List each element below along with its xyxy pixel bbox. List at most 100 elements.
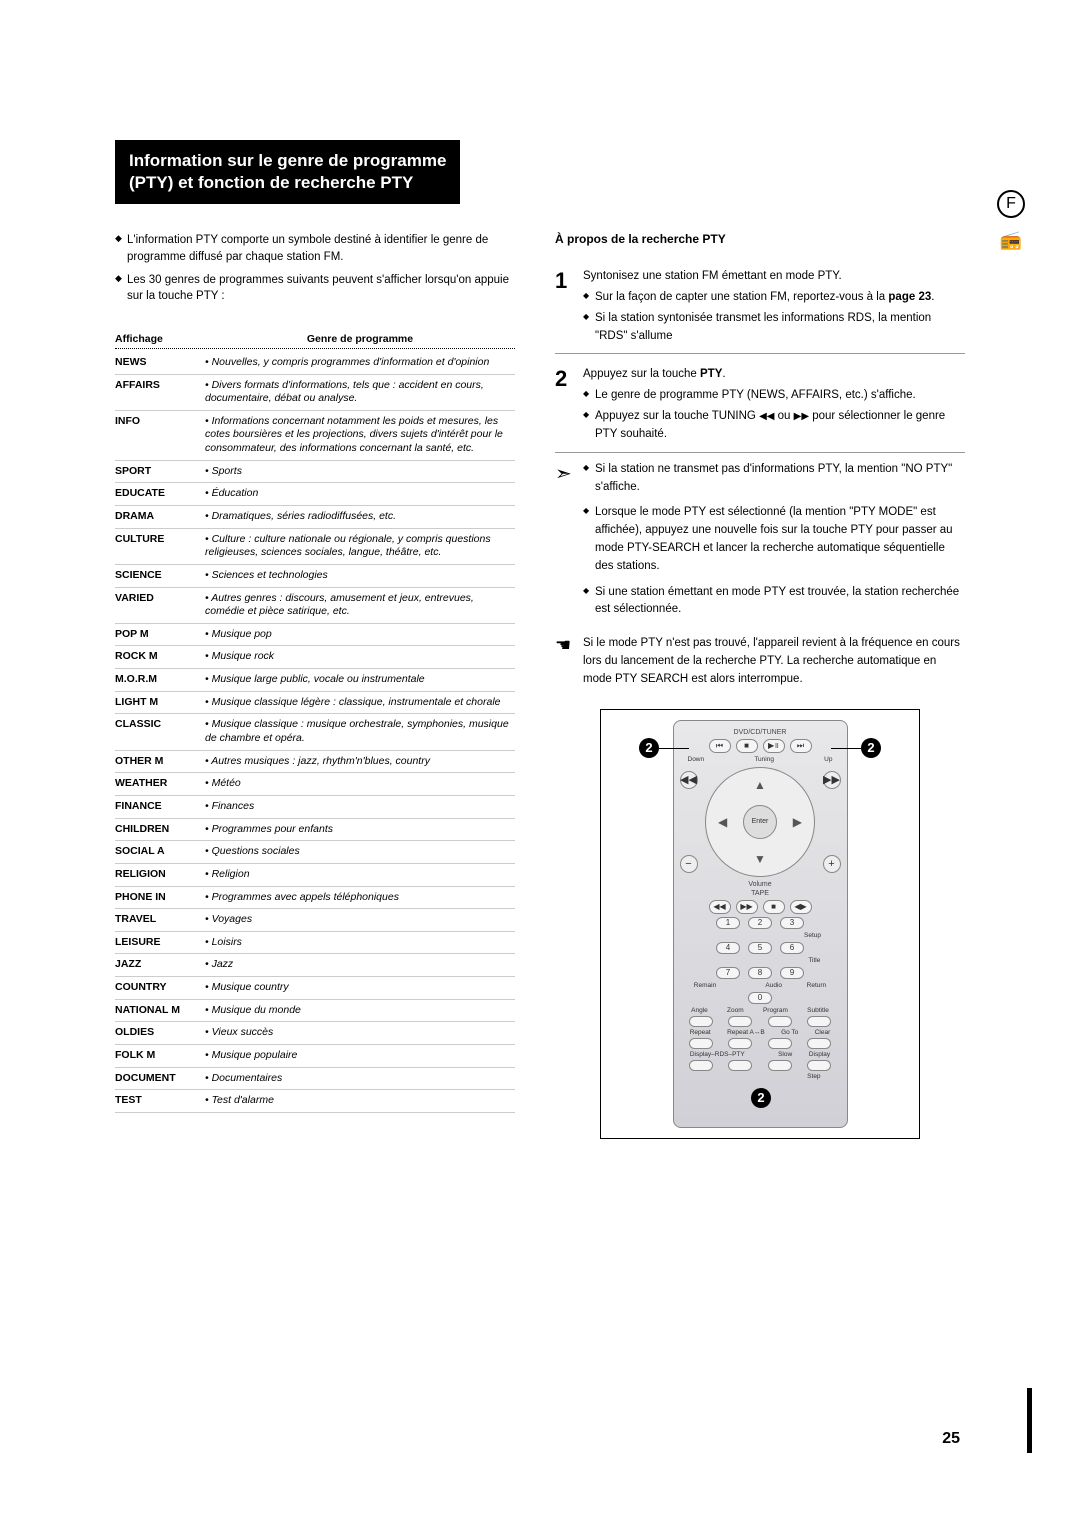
pty-table: Affichage Genre de programme NEWS• Nouve…	[115, 333, 515, 1113]
label-repeat: Repeat	[690, 1029, 711, 1036]
dpad-up[interactable]: ▲	[754, 778, 766, 792]
label-program: Program	[763, 1007, 788, 1014]
table-row: WEATHER• Météo	[115, 773, 515, 796]
table-row: LIGHT M• Musique classique légère : clas…	[115, 692, 515, 715]
dpad-left[interactable]: ◀	[718, 815, 727, 829]
table-cell-label: FOLK M	[115, 1049, 205, 1063]
table-cell-label: OLDIES	[115, 1026, 205, 1040]
clear-button[interactable]	[807, 1016, 831, 1027]
num-3-button[interactable]: 3	[780, 917, 804, 929]
table-cell-desc: • Documentaires	[205, 1072, 515, 1086]
table-cell-label: JAZZ	[115, 958, 205, 972]
table-cell-label: PHONE IN	[115, 891, 205, 905]
table-row: CULTURE• Culture : culture nationale ou …	[115, 529, 515, 565]
rewind-button[interactable]: ◀◀	[680, 771, 698, 789]
num-2-button[interactable]: 2	[748, 917, 772, 929]
label-zoom: Zoom	[727, 1007, 744, 1014]
enter-button[interactable]: Enter	[743, 805, 777, 839]
table-cell-label: SPORT	[115, 465, 205, 479]
num-8-button[interactable]: 8	[748, 967, 772, 979]
note-item: Si une station émettant en mode PTY est …	[583, 584, 965, 620]
zoom-button[interactable]	[728, 1016, 752, 1027]
dpad-right[interactable]: ▶	[793, 815, 802, 829]
table-cell-desc: • Religion	[205, 868, 515, 882]
table-cell-desc: • Musique du monde	[205, 1004, 515, 1018]
table-cell-desc: • Musique country	[205, 981, 515, 995]
repeat-button[interactable]	[689, 1038, 713, 1049]
tape-stop-button[interactable]: ■	[763, 900, 785, 914]
num-1-button[interactable]: 1	[716, 917, 740, 929]
note-item: Si la station ne transmet pas d'informat…	[583, 461, 965, 497]
edge-marker	[1027, 1388, 1032, 1453]
tape-forward-button[interactable]: ▶▶	[736, 900, 758, 914]
table-cell-label: OTHER M	[115, 755, 205, 769]
label-step: Step	[807, 1073, 820, 1080]
table-cell-desc: • Informations concernant notamment les …	[205, 415, 515, 456]
table-cell-desc: • Test d'alarme	[205, 1094, 515, 1108]
table-cell-label: RELIGION	[115, 868, 205, 882]
pty-button[interactable]	[728, 1060, 752, 1071]
right-subheading: À propos de la recherche PTY	[555, 232, 965, 246]
step-main: Appuyez sur la touche PTY.	[583, 366, 965, 384]
note-block: ➣ Si la station ne transmet pas d'inform…	[555, 461, 965, 628]
pointer-block: ☚ Si le mode PTY n'est pas trouvé, l'app…	[555, 635, 965, 688]
step-button[interactable]	[807, 1060, 831, 1071]
num-9-button[interactable]: 9	[780, 967, 804, 979]
label-title: Title	[808, 957, 820, 964]
pointer-icon: ☚	[555, 635, 583, 688]
forward-button[interactable]: ▶▶	[823, 771, 841, 789]
slow-button[interactable]	[768, 1060, 792, 1071]
table-cell-label: INFO	[115, 415, 205, 456]
label-repeat-ab: Repeat A↔B	[727, 1029, 765, 1036]
prev-track-button[interactable]: ⏮	[709, 739, 731, 753]
tape-play-button[interactable]: ◀▶	[790, 900, 812, 914]
remote-label-volume: Volume	[682, 881, 839, 888]
table-cell-label: AFFAIRS	[115, 379, 205, 406]
table-cell-desc: • Sciences et technologies	[205, 569, 515, 583]
label-display: Display	[809, 1051, 830, 1058]
num-0-button[interactable]: 0	[748, 992, 772, 1004]
table-cell-label: EDUCATE	[115, 487, 205, 501]
next-track-button[interactable]: ⏭	[790, 739, 812, 753]
num-5-button[interactable]: 5	[748, 942, 772, 954]
display-button[interactable]	[807, 1038, 831, 1049]
dpad: ▲ ▼ ◀ ▶ Enter	[705, 767, 815, 877]
table-cell-label: DOCUMENT	[115, 1072, 205, 1086]
vol-up-button[interactable]: +	[823, 855, 841, 873]
callout-2-left: 2	[639, 738, 659, 758]
label-angle: Angle	[691, 1007, 708, 1014]
language-badge: F	[997, 190, 1025, 218]
note-icon: ➣	[555, 461, 583, 628]
label-goto: Go To	[781, 1029, 798, 1036]
table-cell-desc: • Divers formats d'informations, tels qu…	[205, 379, 515, 406]
tape-rewind-button[interactable]: ◀◀	[709, 900, 731, 914]
num-6-button[interactable]: 6	[780, 942, 804, 954]
stop-button[interactable]: ■	[736, 739, 758, 753]
table-row: PHONE IN• Programmes avec appels télépho…	[115, 887, 515, 910]
table-row: CLASSIC• Musique classique : musique orc…	[115, 714, 515, 750]
table-row: VARIED• Autres genres : discours, amusem…	[115, 588, 515, 624]
table-cell-desc: • Éducation	[205, 487, 515, 501]
num-4-button[interactable]: 4	[716, 942, 740, 954]
angle-button[interactable]	[689, 1016, 713, 1027]
table-cell-label: VARIED	[115, 592, 205, 619]
program-button[interactable]	[768, 1016, 792, 1027]
table-cell-label: WEATHER	[115, 777, 205, 791]
table-cell-desc: • Sports	[205, 465, 515, 479]
rds-button[interactable]	[689, 1060, 713, 1071]
step-sub: Appuyez sur la touche TUNING ◀◀ ou ▶▶ po…	[583, 408, 965, 444]
num-7-button[interactable]: 7	[716, 967, 740, 979]
step-1: 1 Syntonisez une station FM émettant en …	[555, 260, 965, 354]
vol-down-button[interactable]: −	[680, 855, 698, 873]
table-cell-desc: • Loisirs	[205, 936, 515, 950]
play-pause-button[interactable]: ▶॥	[763, 739, 785, 753]
table-cell-desc: • Musique classique : musique orchestral…	[205, 718, 515, 745]
goto-button[interactable]	[768, 1038, 792, 1049]
dpad-down[interactable]: ▼	[754, 852, 766, 866]
repeat-ab-button[interactable]	[728, 1038, 752, 1049]
remote-label-tuning: Tuning	[754, 756, 774, 763]
label-remain: Remain	[694, 982, 716, 989]
table-cell-desc: • Finances	[205, 800, 515, 814]
step-number: 1	[555, 268, 583, 345]
table-cell-desc: • Autres musiques : jazz, rhythm'n'blues…	[205, 755, 515, 769]
